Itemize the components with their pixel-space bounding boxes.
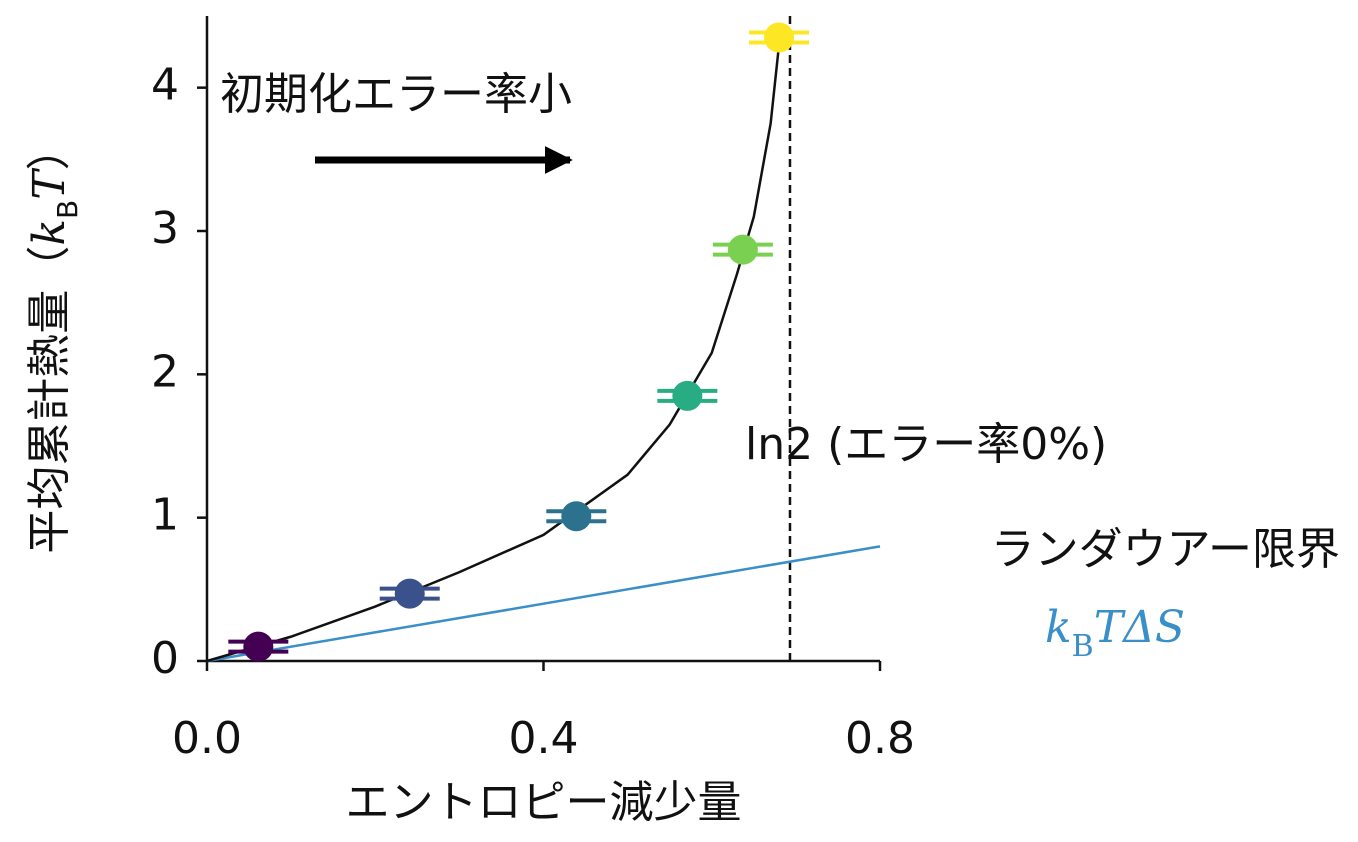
y-tick-label: 1 — [151, 490, 179, 541]
curve — [206, 23, 782, 663]
point — [394, 578, 425, 609]
reference-label: ln2 (エラー率0%) — [745, 419, 1107, 470]
y-axis-label-part: B — [51, 200, 84, 219]
x-tick-label: 0.0 — [172, 713, 242, 764]
formula-part: k — [1045, 602, 1072, 653]
formula-part: TΔS — [1094, 602, 1185, 653]
limit-label: ランダウアー限界 — [991, 524, 1340, 575]
y-tick-label: 2 — [151, 346, 179, 397]
x-tick-label: 0.4 — [509, 713, 579, 764]
point — [727, 234, 758, 265]
annotation: 初期化エラー率小 — [220, 69, 572, 120]
formula-part: B — [1072, 629, 1094, 664]
y-tick-label: 0 — [151, 633, 179, 684]
x-axis-label: エントロピー減少量 — [346, 777, 742, 828]
y-axis-label-part: ） — [24, 126, 75, 170]
y-axis-label-part: 平均累計熱量（ — [24, 246, 75, 554]
point — [561, 501, 592, 532]
limit-formula: kBTΔS — [1045, 602, 1185, 664]
y-axis-label-part: k — [24, 219, 75, 246]
point — [672, 380, 703, 411]
x-tick-label: 0.8 — [845, 713, 915, 764]
y-tick-label: 4 — [151, 60, 179, 111]
point — [764, 22, 795, 53]
y-axis-label-part: T — [24, 167, 75, 200]
point — [243, 631, 274, 662]
limit-line — [206, 545, 881, 663]
y-tick-label: 3 — [151, 203, 179, 254]
y-axis-label: 平均累計熱量（kBT） — [24, 126, 84, 553]
